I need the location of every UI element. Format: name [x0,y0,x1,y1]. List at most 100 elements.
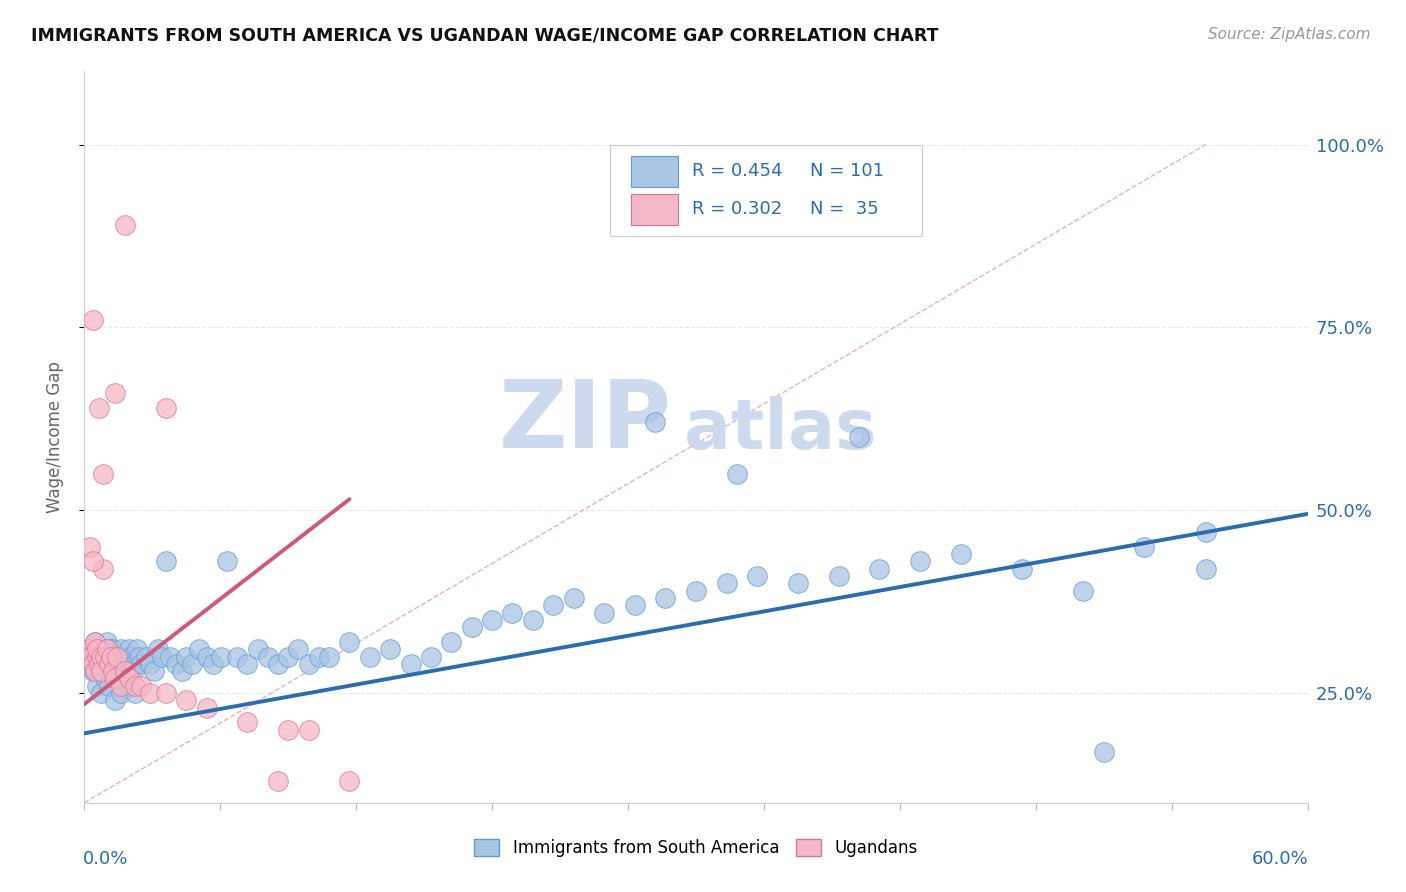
Point [267,773,290,788]
Point [96,635,118,649]
Text: R = 0.302: R = 0.302 [692,200,783,218]
Bar [631,194,678,225]
Text: ZIP: ZIP [499,376,672,468]
Point [101,642,124,657]
Point [380,642,402,657]
Point [104,386,127,401]
Point [93,649,115,664]
Point [787,576,810,591]
Point [100,649,122,664]
Text: R = 0.454: R = 0.454 [692,161,783,180]
Point [83,664,105,678]
Point [420,649,443,664]
Point [226,649,249,664]
Point [277,649,299,664]
Point [86,642,108,657]
Point [828,569,851,583]
Point [124,679,146,693]
Point [114,664,136,678]
Point [155,554,177,568]
Legend: Immigrants from South America, Ugandans: Immigrants from South America, Ugandans [468,832,924,864]
Bar [631,156,678,187]
Point [138,686,160,700]
Point [90,664,112,678]
Point [146,642,169,657]
Point [543,599,565,613]
Point [910,554,932,568]
Point [101,657,124,671]
Point [172,664,194,678]
Point [105,649,128,664]
Y-axis label: Wage/Income Gap: Wage/Income Gap [45,361,63,513]
Point [277,723,299,737]
Point [1195,562,1218,576]
Point [155,401,177,415]
Point [93,672,115,686]
Point [86,679,108,693]
Point [298,723,321,737]
Point [93,649,115,664]
Point [128,649,150,664]
Point [298,657,321,671]
Point [195,649,218,664]
Point [82,664,104,678]
Point [91,642,114,657]
Point [131,657,153,671]
Point [522,613,544,627]
Point [83,664,105,678]
Point [159,649,181,664]
Point [110,686,132,700]
Point [174,649,197,664]
Point [83,635,105,649]
Point [86,664,108,678]
Point [124,686,146,700]
Point [1195,525,1218,540]
Point [118,642,141,657]
Point [97,679,120,693]
Point [122,664,145,678]
Point [308,649,330,664]
Point [110,679,132,693]
Point [86,649,108,664]
Point [747,569,769,583]
Point [267,657,290,671]
Text: IMMIGRANTS FROM SOUTH AMERICA VS UGANDAN WAGE/INCOME GAP CORRELATION CHART: IMMIGRANTS FROM SOUTH AMERICA VS UGANDAN… [31,27,938,45]
Point [246,642,269,657]
Point [187,642,209,657]
Point [90,649,112,664]
Point [869,562,891,576]
Text: N =  35: N = 35 [810,200,879,218]
Point [624,599,647,613]
Point [104,693,127,707]
Point [217,554,239,568]
Point [114,649,136,664]
Point [124,657,146,671]
Point [135,649,157,664]
Point [209,649,232,664]
Point [257,649,280,664]
Point [87,642,110,657]
Point [142,664,165,678]
Point [399,657,422,671]
Point [1011,562,1033,576]
Point [79,657,101,671]
Point [114,218,136,232]
Point [120,649,142,664]
FancyBboxPatch shape [610,145,922,235]
Point [104,672,127,686]
Point [101,664,124,678]
Point [79,540,101,554]
Point [110,642,132,657]
Point [461,620,484,634]
Point [104,649,127,664]
Point [236,715,259,730]
Point [79,649,101,664]
Point [100,649,122,664]
Point [848,430,870,444]
Point [502,606,524,620]
Point [131,679,153,693]
Point [481,613,503,627]
Point [118,672,141,686]
Point [83,642,105,657]
Text: N = 101: N = 101 [810,161,884,180]
